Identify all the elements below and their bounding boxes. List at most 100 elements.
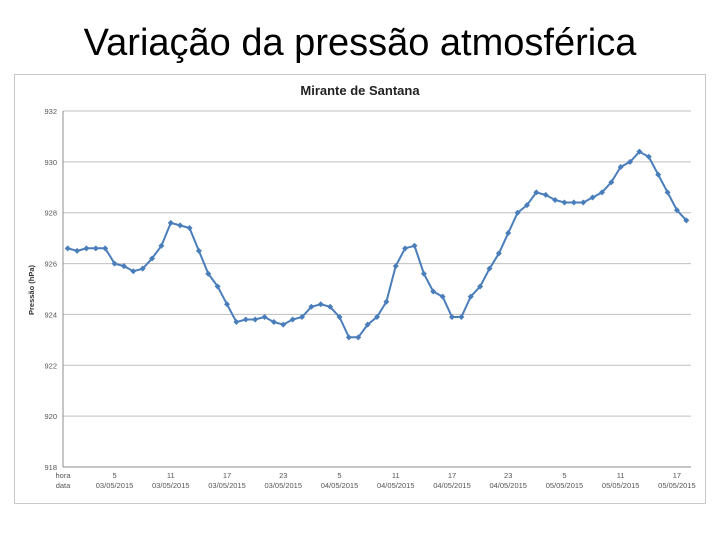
chart-frame: Mirante de Santana 918 920 922 924 926 928 930… [14,74,706,504]
data-point [242,316,249,323]
data-point [505,230,512,237]
y-axis-label: Pressão (hPa) [27,264,36,315]
x-tick-hour: 17 [448,471,456,480]
data-point [683,217,690,224]
data-point [186,224,193,231]
pressure-line-chart: Mirante de Santana 918 920 922 924 926 928 930… [27,83,696,490]
data-point [345,334,352,341]
axes [62,111,691,468]
data-point [598,189,605,196]
y-tick-label: 926 [44,260,57,269]
data-point [308,303,315,310]
data-point [120,263,127,270]
x-tick-date: 04/05/2015 [433,481,471,490]
data-point [130,268,137,275]
data-point [589,194,596,201]
x-tick-date: 04/05/2015 [377,481,415,490]
data-point [195,247,202,254]
data-point [205,270,212,277]
x-tick-hour: 23 [279,471,287,480]
data-point [439,293,446,300]
data-point [514,209,521,216]
data-point [270,319,277,326]
data-point [561,199,568,206]
data-point [289,316,296,323]
data-point [608,179,615,186]
data-point [233,319,240,326]
data-point [486,265,493,272]
data-point [252,316,259,323]
data-point [167,219,174,226]
x-tick-date: 04/05/2015 [489,481,527,490]
data-point [92,245,99,252]
data-point [111,260,118,267]
data-point [523,202,530,209]
data-point [617,163,624,170]
x-tick-date: 04/05/2015 [321,481,359,490]
data-point [383,298,390,305]
data-point [74,247,81,254]
y-tick-label: 932 [44,107,57,116]
data-point [495,250,502,257]
data-point [224,301,231,308]
x-tick-date: 05/05/2015 [658,481,696,490]
data-point [364,321,371,328]
x-tick-hour: 5 [112,471,116,480]
data-point [627,158,634,165]
data-point [448,313,455,320]
data-point [467,293,474,300]
data-point [327,303,334,310]
y-tick-label: 924 [44,310,57,319]
data-point [477,283,484,290]
data-point [542,191,549,198]
data-point [552,197,559,203]
y-tick-label: 922 [44,361,57,370]
data-point [458,313,465,320]
y-tick-label: 918 [44,463,57,472]
data-point [64,245,71,252]
data-point [655,171,662,178]
data-point [214,283,221,290]
data-point [102,245,109,252]
y-tick-labels: 918 920 922 924 926 928 930 932 [44,107,57,472]
x-tick-date: 05/05/2015 [602,481,640,490]
data-point [420,270,427,277]
data-point [636,148,643,155]
data-point [139,265,146,272]
data-point [83,245,90,252]
data-point [149,255,156,262]
x-tick-hour: 11 [167,471,175,480]
gridlines [63,110,691,468]
data-point [177,222,184,229]
data-point [411,242,418,249]
data-point [664,189,671,196]
data-point [336,313,343,320]
data-point [280,321,287,328]
data-point [374,313,380,320]
x-tick-date: data [56,481,71,490]
x-tick-hour: hora [55,471,71,480]
data-point [158,242,165,249]
data-point [430,288,437,295]
data-point [355,334,362,341]
x-tick-hour: 23 [504,471,512,480]
x-tick-date: 03/05/2015 [152,481,190,490]
data-point [299,313,306,320]
y-tick-label: 930 [44,158,57,167]
x-tick-hour: 5 [562,471,566,480]
data-point [402,245,409,252]
series-layer [64,148,690,341]
data-point [533,189,540,196]
y-tick-label: 928 [44,209,57,218]
x-tick-date: 03/05/2015 [96,481,134,490]
x-tick-date: 03/05/2015 [208,481,246,490]
y-tick-label: 920 [44,412,57,421]
x-tick-date: 05/05/2015 [546,481,584,490]
data-point [580,199,587,206]
slide-title: Variação da pressão atmosférica [83,22,637,64]
data-point [392,263,399,270]
data-point [261,313,268,320]
x-tick-hour: 17 [223,471,231,480]
data-point [673,207,680,214]
data-point [645,153,652,160]
